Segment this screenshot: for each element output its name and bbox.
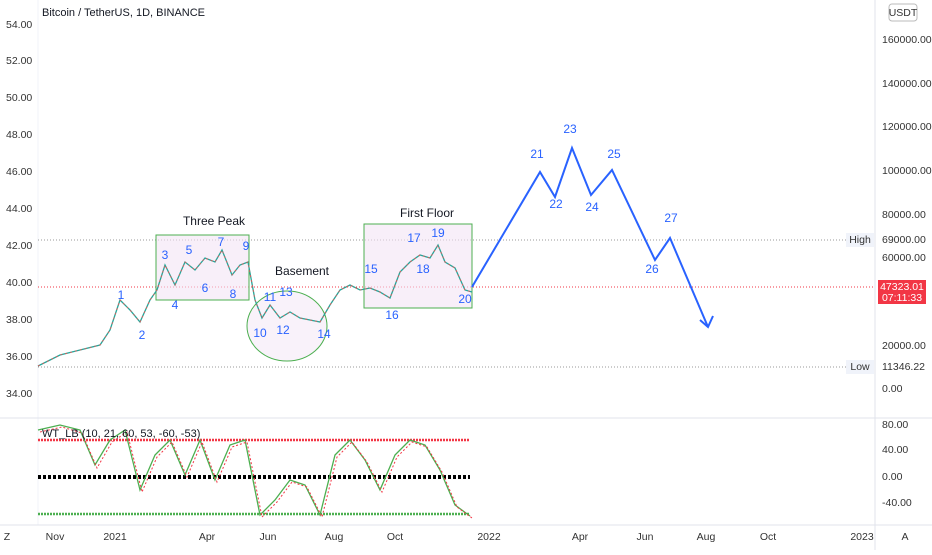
annotation: Basement [275,264,330,278]
projection-arrow [699,315,714,329]
wave-label: 1 [118,288,125,302]
wave-label: 4 [172,298,179,312]
wave-label: 5 [186,243,193,257]
wave-label: 16 [385,308,399,322]
wave-label: 11 [264,290,277,304]
time-label: Aug [325,531,344,543]
left-axis-label: 52.00 [6,55,32,67]
wave-label: 9 [243,239,250,253]
low-label: Low [850,361,870,373]
wave-label: 23 [563,122,577,136]
high-tag [876,233,928,247]
wave-label: 27 [664,211,678,225]
wave-label: 17 [407,231,421,245]
wave-label: 24 [585,200,599,214]
left-axis-label: 46.00 [6,166,32,178]
right-axis-label: 80000.00 [882,209,926,221]
wave-label: 20 [458,292,472,306]
wave-label: 21 [530,147,544,161]
time-label: Jun [260,531,277,543]
wave-label: 25 [607,147,621,161]
wave-label: 10 [253,326,267,340]
high-label-bg [846,233,874,247]
three-peak-box [155,234,250,301]
annotation: Three Peak [183,214,246,228]
time-label: Oct [387,531,403,543]
left-axis-label: 42.00 [6,240,32,252]
time-label: 2022 [477,531,501,543]
first-floor-box [363,223,473,309]
left-axis-label: 54.00 [6,19,32,31]
indicator-title: WT_LB (10, 21, 60, 53, -60, -53) [42,428,200,440]
currency: USDT [889,7,918,19]
right-axis-label: 20000.00 [882,340,926,352]
indicator-axis-label: -40.00 [882,497,912,509]
right-axis-label: 60000.00 [882,252,926,264]
time-label: Apr [199,531,216,543]
left-axis-label: 44.00 [6,203,32,215]
indicator-axis-label: 80.00 [882,419,908,431]
right-axis-label: 100000.00 [882,165,932,177]
wave-line [37,424,471,517]
left-axis-label: 50.00 [6,92,32,104]
low-value: 11346.22 [882,361,925,373]
time-label: Aug [697,531,716,543]
annotation: First Floor [400,206,454,220]
chart-title: Bitcoin / TetherUS, 1D, BINANCE [42,7,205,19]
high-value: 69000.00 [882,234,926,246]
projection-path [471,145,709,328]
right-axis-label: 0.00 [882,383,903,395]
last-price-tag [878,280,926,304]
currency-button [888,3,918,22]
left-axis-label: 40.00 [6,277,32,289]
wave-label: 7 [218,235,225,249]
countdown: 07:11:33 [882,292,922,304]
texts: Bitcoin / TetherUS, 1D, BINANCE USDT 54.00… [4,7,932,543]
left-axis-label: 34.00 [6,388,32,400]
time-label: 2023 [850,531,874,543]
wave-label: 2 [139,328,146,342]
wave-label: 15 [364,262,378,276]
indicator-axis-label: 0.00 [882,471,903,483]
wave-label: 26 [645,262,659,276]
corner-left: Z [4,531,11,543]
wave-label: 3 [162,248,169,262]
wave-label: 8 [230,287,237,301]
time-label: Nov [46,531,65,543]
wave-label: 18 [416,262,430,276]
left-axis-label: 38.00 [6,314,32,326]
right-axis-label: 120000.00 [882,121,932,133]
price-line [37,243,473,367]
wave-label: 19 [431,226,445,240]
right-axis-label: 140000.00 [882,78,932,90]
wave-label: 13 [279,285,293,299]
wave-label: 22 [549,197,563,211]
low-label-bg [846,360,874,374]
indicator-axis-label: 40.00 [882,444,908,456]
wave-label: 12 [276,323,290,337]
basement-ellipse [246,290,328,362]
time-label: Oct [760,531,776,543]
time-label: 2021 [103,531,127,543]
time-label: Jun [637,531,654,543]
wave-label: 14 [317,327,331,341]
left-axis-label: 36.00 [6,351,32,363]
left-axis-label: 48.00 [6,129,32,141]
last-price: 47323.01 [880,281,924,293]
high-label: High [849,234,871,246]
wave-label: 6 [202,281,209,295]
right-axis-label: 160000.00 [882,34,932,46]
time-label: Apr [572,531,589,543]
corner-right: A [901,531,908,543]
